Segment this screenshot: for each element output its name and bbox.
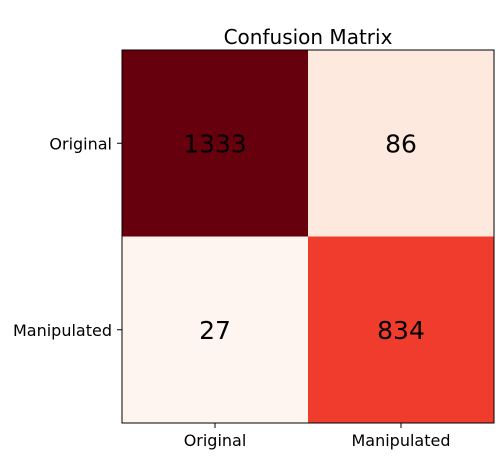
chart-title: Confusion Matrix — [224, 25, 393, 49]
heatmap-value-label-r0-c1: 86 — [385, 129, 417, 158]
y-tick-label-0: Original — [49, 134, 112, 153]
x-axis-ticks: Original Manipulated — [184, 423, 451, 450]
heatmap-value-label-r0-c0: 1333 — [183, 129, 247, 158]
heatmap-cells — [122, 50, 495, 424]
heatmap-value-label-r1-c0: 27 — [199, 316, 231, 345]
x-tick-label-0: Original — [184, 431, 247, 450]
y-axis-ticks: Original Manipulated — [13, 134, 122, 340]
x-tick-label-1: Manipulated — [351, 431, 450, 450]
y-tick-label-1: Manipulated — [13, 321, 112, 340]
heatmap-value-label-r1-c1: 834 — [377, 316, 425, 345]
